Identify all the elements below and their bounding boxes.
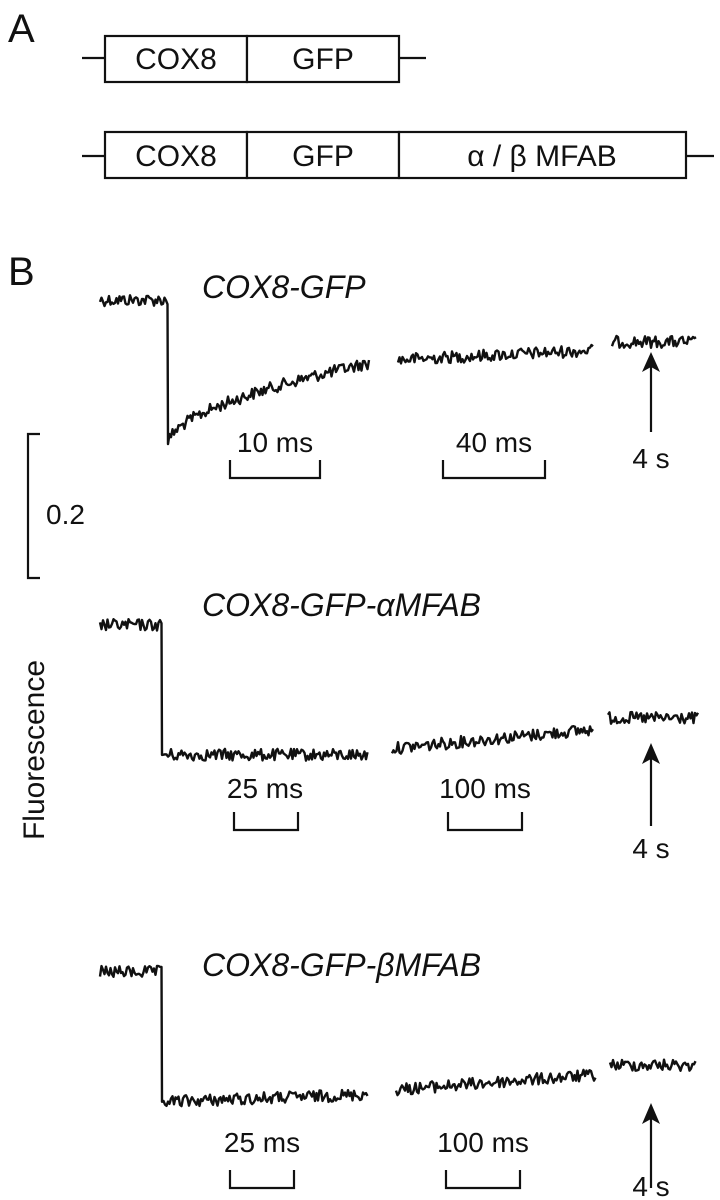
arrow-4s [642,1103,660,1188]
fluorescence-trace [98,618,700,762]
time-scale-label-1: 25 ms [227,773,303,804]
construct-1: COX8 GFP [82,34,426,84]
construct-2: COX8 GFP α / β MFAB [82,130,714,180]
construct-2-cox8-box [103,130,249,180]
vertical-scale-bar: 0.2 [26,432,85,580]
construct-2-gfp-box [245,130,401,180]
trace-panel-cox8-gfp-alpha-mfab: COX8-GFP-αMFAB 25 ms 100 ms 4 s [98,587,700,864]
y-axis-label: Fluorescence [18,660,51,840]
trace-title: COX8-GFP-βMFAB [202,947,481,983]
trace-panel-cox8-gfp: COX8-GFP 10 ms 40 ms 4 s [98,269,697,480]
time-scale-label-1: 10 ms [237,427,313,458]
time-scale-bar-1 [228,1170,296,1190]
arrow-label: 4 s [632,833,669,864]
trace-title: COX8-GFP-αMFAB [202,587,481,623]
fluorescence-trace [98,964,697,1108]
construct-1-cox8-label: COX8 [135,43,217,76]
panel-a-label: A [8,7,35,51]
time-scale-label-2: 100 ms [437,1127,529,1158]
construct-1-gfp-label: GFP [292,43,354,76]
arrow-up-icon [642,1103,660,1124]
arrow-up-icon [642,352,660,372]
construct-2-mfab-label: α / β MFAB [467,140,617,173]
trace-title: COX8-GFP [202,269,366,305]
time-scale-label-2: 40 ms [456,427,532,458]
arrow-up-icon [642,743,660,764]
arrow-4s [642,743,660,826]
time-scale-label-2: 100 ms [439,773,531,804]
vertical-scale-value: 0.2 [46,499,85,530]
arrow-4s [642,352,660,432]
time-scale-label-1: 25 ms [224,1127,300,1158]
time-scale-bar-2 [446,812,524,832]
construct-1-gfp-box [245,34,401,84]
fluorescence-trace [98,294,697,446]
vertical-scale-bracket [26,432,40,580]
arrow-label: 4 s [632,443,669,474]
construct-2-gfp-label: GFP [292,140,354,173]
time-scale-bar-2 [441,460,547,480]
time-scale-bar-1 [228,460,322,480]
arrow-label: 4 s [632,1171,669,1200]
time-scale-bar-2 [444,1170,522,1190]
construct-2-cox8-label: COX8 [135,140,217,173]
time-scale-bar-1 [232,812,300,832]
trace-panel-cox8-gfp-beta-mfab: COX8-GFP-βMFAB 25 ms 100 ms 4 s [98,947,697,1200]
panel-b-label: B [8,250,35,294]
construct-2-mfab-box [397,130,688,180]
